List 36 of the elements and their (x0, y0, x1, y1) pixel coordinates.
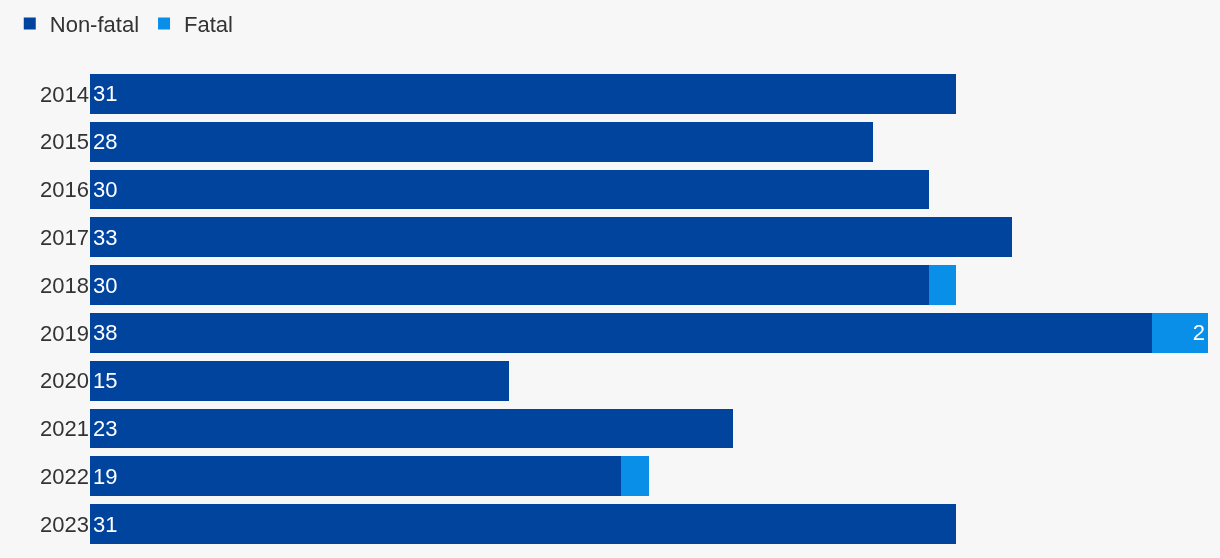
legend-label: Fatal (184, 12, 233, 38)
data-label: 33 (93, 224, 118, 250)
bar (90, 217, 1013, 258)
y-tick-label: 2022 (40, 464, 89, 489)
data-label: 31 (93, 511, 118, 537)
bar (90, 265, 929, 305)
bar (90, 74, 957, 114)
data-label: 2 (1192, 320, 1205, 346)
bar (621, 456, 649, 497)
bar (90, 360, 510, 401)
bar (90, 456, 622, 497)
bar (1152, 313, 1208, 353)
y-tick-label: 2015 (40, 129, 89, 155)
y-tick-label: 2020 (40, 368, 89, 394)
data-label: 28 (93, 129, 118, 155)
data-label: 19 (93, 463, 118, 489)
bar (90, 169, 929, 210)
y-tick-label: 2014 (40, 81, 89, 107)
bar (928, 265, 957, 305)
bar (90, 408, 733, 449)
y-tick-label: 2023 (40, 511, 89, 537)
data-label: 23 (93, 416, 118, 441)
bar (90, 121, 873, 162)
data-label: 31 (93, 81, 118, 107)
data-label: 30 (93, 177, 118, 202)
y-tick-label: 2021 (40, 416, 89, 442)
y-tick-label: 2019 (40, 320, 89, 346)
y-tick-label: 2017 (40, 225, 89, 250)
data-label: 15 (93, 368, 118, 394)
y-tick-label: 2016 (40, 177, 89, 203)
bar (90, 313, 1153, 353)
bar (90, 504, 957, 544)
data-label: 30 (93, 272, 118, 298)
y-tick-label: 2018 (40, 272, 89, 298)
data-label: 38 (93, 320, 118, 346)
legend-label: Non-fatal (49, 12, 140, 38)
